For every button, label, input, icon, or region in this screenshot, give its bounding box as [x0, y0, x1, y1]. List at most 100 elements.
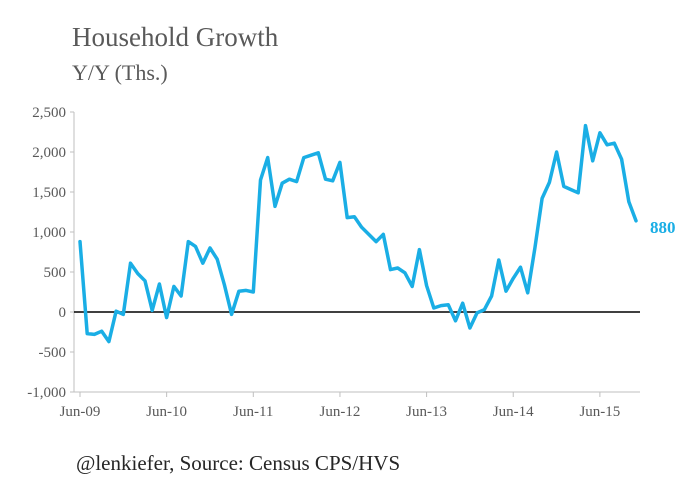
x-tick-label: Jun-14 [493, 404, 534, 420]
x-tick-label: Jun-09 [60, 404, 101, 420]
data-point [447, 303, 450, 306]
data-point [389, 268, 392, 271]
data-point [418, 248, 421, 251]
x-tick-label: Jun-11 [233, 404, 273, 420]
data-point [598, 131, 601, 134]
data-point [245, 289, 248, 292]
data-point [382, 233, 385, 236]
y-tick-label: -500 [39, 345, 67, 361]
data-point [216, 258, 219, 261]
data-point [620, 158, 623, 161]
data-point [273, 205, 276, 208]
data-point [302, 156, 305, 159]
data-point [454, 319, 457, 322]
source-note: @lenkiefer, Source: Census CPS/HVS [76, 451, 401, 475]
data-point [396, 267, 399, 270]
data-point [187, 240, 190, 243]
data-point [158, 283, 161, 286]
data-point [295, 180, 298, 183]
data-point [519, 266, 522, 269]
chart-labels: -1,000 -500 0 500 1,000 1,500 2,000 2,500 Jun-09… [27, 105, 675, 420]
data-point [490, 295, 493, 298]
data-point [627, 200, 630, 203]
data-point [223, 283, 226, 286]
data-point [338, 161, 341, 164]
data-point [512, 277, 515, 280]
data-point [541, 197, 544, 200]
data-point [353, 215, 356, 218]
data-point [440, 304, 443, 307]
data-point [584, 124, 587, 127]
x-tick-label: Jun-13 [406, 404, 447, 420]
data-point [151, 309, 154, 312]
data-point [375, 240, 378, 243]
end-value-label: 880 [650, 218, 676, 237]
data-point [107, 340, 110, 343]
y-tick-label: 1,000 [32, 225, 66, 241]
y-tick-label: 500 [44, 265, 67, 281]
data-point [252, 291, 255, 294]
data-point [266, 156, 269, 159]
data-point [461, 302, 464, 305]
series-line [78, 123, 638, 344]
data-point [172, 285, 175, 288]
data-point [86, 332, 89, 335]
data-point [562, 185, 565, 188]
data-point [577, 191, 580, 194]
data-point [230, 313, 233, 316]
data-point [194, 245, 197, 248]
data-point [208, 247, 211, 250]
data-point [570, 188, 573, 191]
data-point [483, 308, 486, 311]
data-point [281, 182, 284, 185]
data-point [237, 290, 240, 293]
data-point [201, 262, 204, 265]
data-point [259, 179, 262, 182]
y-tick-label: -1,000 [27, 385, 66, 401]
data-point [310, 154, 313, 157]
y-tick-label: 2,500 [32, 105, 66, 121]
data-point [180, 295, 183, 298]
data-point [115, 310, 118, 313]
data-point [288, 178, 291, 181]
data-point [468, 327, 471, 330]
data-point [411, 285, 414, 288]
data-point [497, 259, 500, 262]
data-point [93, 333, 96, 336]
data-point [613, 142, 616, 145]
data-point [165, 316, 168, 319]
data-point [129, 262, 132, 265]
data-point [79, 240, 82, 243]
chart-subtitle: Y/Y (Ths.) [72, 60, 168, 85]
y-tick-label: 1,500 [32, 185, 66, 201]
chart-title: Household Growth [72, 22, 279, 52]
x-tick-label: Jun-15 [579, 404, 620, 420]
data-point [317, 151, 320, 154]
y-tick-label: 0 [59, 305, 67, 321]
data-point [555, 151, 558, 154]
data-point [548, 181, 551, 184]
data-point [360, 226, 363, 229]
data-point [476, 311, 479, 314]
data-point [526, 291, 529, 294]
data-point [143, 279, 146, 282]
data-point [100, 330, 103, 333]
data-point [367, 233, 370, 236]
data-point [136, 272, 139, 275]
data-point [606, 143, 609, 146]
chart-marks [78, 123, 638, 344]
y-tick-label: 2,000 [32, 145, 66, 161]
data-point [346, 216, 349, 219]
data-point [533, 247, 536, 250]
x-tick-label: Jun-10 [146, 404, 187, 420]
data-point [122, 313, 125, 316]
data-point [403, 271, 406, 274]
data-point [324, 178, 327, 181]
data-point [505, 290, 508, 293]
x-tick-label: Jun-12 [320, 404, 361, 420]
data-point [432, 307, 435, 310]
data-point [425, 284, 428, 287]
data-point [331, 179, 334, 182]
data-point [591, 159, 594, 162]
